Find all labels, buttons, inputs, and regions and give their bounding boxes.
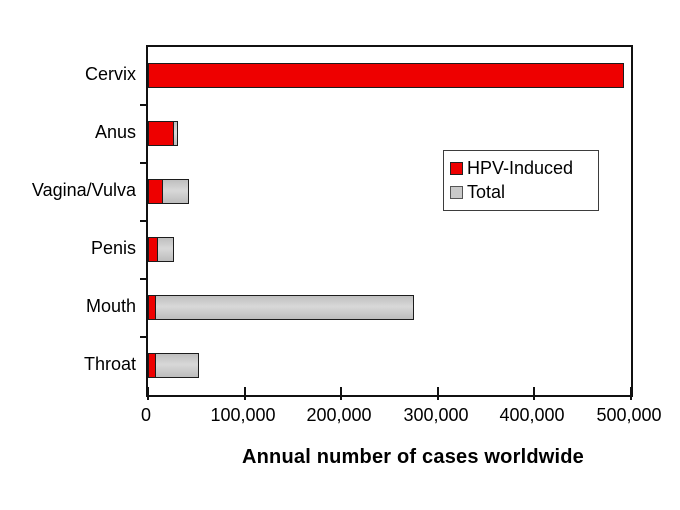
bar-hpv-4 xyxy=(148,295,156,320)
y-tick-3 xyxy=(140,220,147,222)
x-tick-3 xyxy=(437,387,439,400)
category-label-anus: Anus xyxy=(94,122,136,142)
category-label-vagina-vulva: Vagina/Vulva xyxy=(31,180,136,200)
y-tick-1 xyxy=(140,104,147,106)
y-tick-5 xyxy=(140,336,147,338)
y-tick-4 xyxy=(140,278,147,280)
x-tick-label-200000: 200,000 xyxy=(306,405,372,425)
legend-item-hpv: HPV-Induced xyxy=(450,156,592,180)
x-tick-label-0: 0 xyxy=(140,405,151,425)
x-tick-4 xyxy=(533,387,535,400)
x-tick-label-300000: 300,000 xyxy=(403,405,469,425)
bar-hpv-0 xyxy=(148,63,624,88)
bar-hpv-5 xyxy=(148,353,156,378)
plot-area: HPV-Induced Total xyxy=(140,45,633,400)
x-tick-5 xyxy=(630,387,632,400)
x-axis-title: Annual number of cases worldwide xyxy=(241,446,584,468)
legend-item-total: Total xyxy=(450,180,592,204)
bar-hpv-2 xyxy=(148,179,163,204)
legend-swatch-hpv-icon xyxy=(450,161,463,175)
category-label-cervix: Cervix xyxy=(84,64,136,84)
category-label-throat: Throat xyxy=(83,354,136,374)
x-tick-0 xyxy=(147,387,149,400)
bar-hpv-1 xyxy=(148,121,174,146)
legend: HPV-Induced Total xyxy=(443,150,599,211)
legend-label-total: Total xyxy=(467,182,506,202)
x-tick-label-500000: 500,000 xyxy=(596,405,662,425)
x-tick-label-400000: 400,000 xyxy=(499,405,565,425)
legend-swatch-total-icon xyxy=(450,185,463,199)
x-tick-label-100000: 100,000 xyxy=(210,405,276,425)
bar-hpv-3 xyxy=(148,237,158,262)
category-label-mouth: Mouth xyxy=(85,296,136,316)
legend-label-hpv: HPV-Induced xyxy=(467,158,574,178)
y-tick-2 xyxy=(140,162,147,164)
bar-total-4 xyxy=(148,295,414,320)
category-label-penis: Penis xyxy=(90,238,136,258)
x-tick-2 xyxy=(340,387,342,400)
x-tick-1 xyxy=(244,387,246,400)
